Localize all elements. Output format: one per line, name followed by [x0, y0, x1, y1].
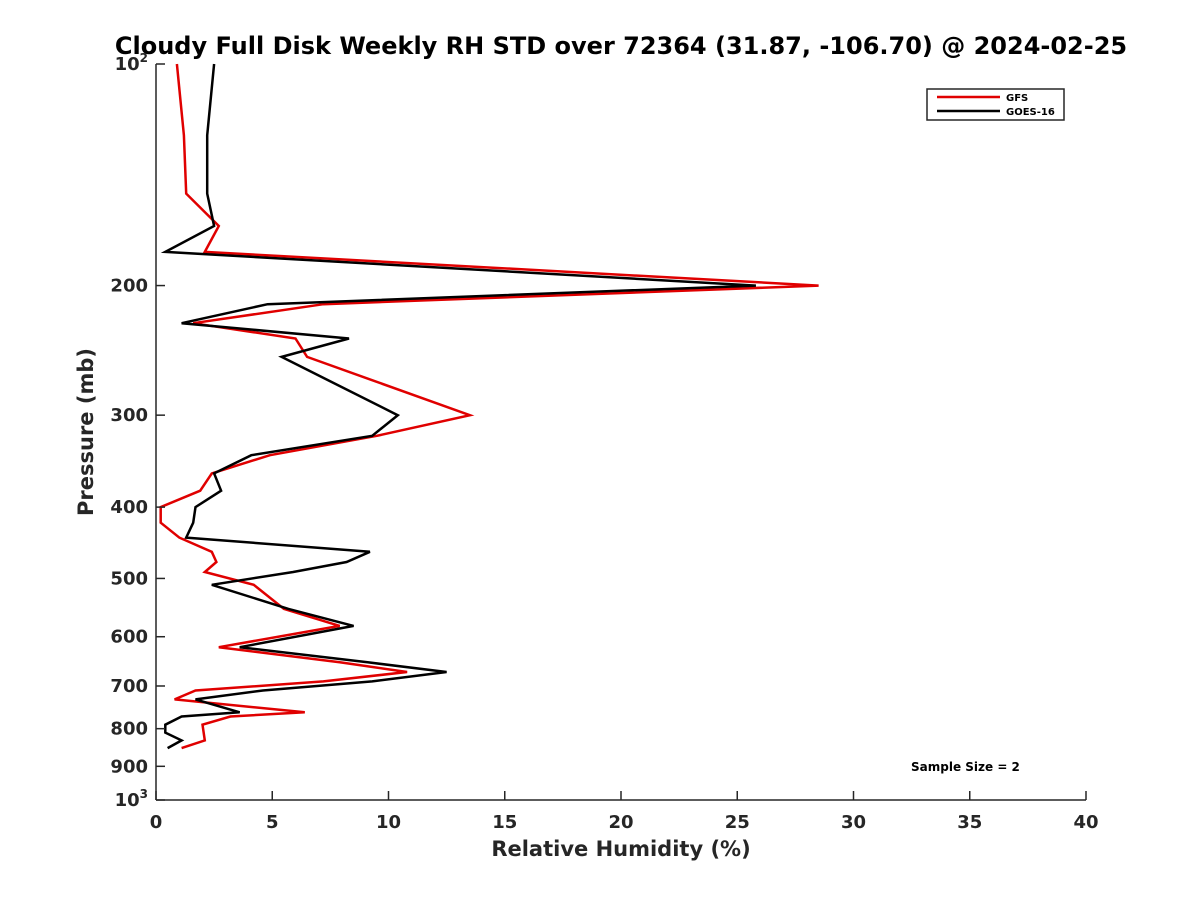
- x-tick-label: 30: [841, 812, 866, 833]
- y-axis-label: Pressure (mb): [74, 348, 98, 516]
- x-tick-label: 25: [725, 812, 750, 833]
- series-layer: [159, 63, 819, 750]
- x-tick-label: 40: [1073, 812, 1098, 833]
- x-tick-label: 10: [376, 812, 401, 833]
- y-tick-label: 102: [115, 51, 148, 75]
- legend-label-gfs: GFS: [1006, 93, 1028, 104]
- x-tick-label: 20: [608, 812, 633, 833]
- x-tick-label: 5: [266, 812, 279, 833]
- plot-area: 0 5 10 15 20 25 30 35 40 102 200 300 400 500 600 700 80…: [110, 51, 1098, 833]
- series-line-goes16: [160, 63, 756, 750]
- y-tick-label: 300: [110, 405, 148, 426]
- y-tick-label: 400: [110, 497, 148, 518]
- x-tick-label: 35: [957, 812, 982, 833]
- series-line-gfs: [159, 63, 819, 750]
- y-tick-label: 500: [110, 568, 148, 589]
- y-tick-label: 200: [110, 276, 148, 297]
- x-tick-label: 15: [492, 812, 517, 833]
- legend: GFS GOES-16: [926, 88, 1065, 121]
- y-tick-label: 900: [110, 756, 148, 777]
- legend-label-goes16: GOES-16: [1006, 107, 1055, 118]
- x-tick-label: 0: [150, 812, 163, 833]
- y-axis-ticks: 102 200 300 400 500 600 700 800 900 103: [110, 51, 165, 811]
- chart-title: Cloudy Full Disk Weekly RH STD over 7236…: [115, 32, 1127, 60]
- y-tick-label: 800: [110, 719, 148, 740]
- x-axis-label: Relative Humidity (%): [491, 837, 750, 861]
- sample-size-annotation: Sample Size = 2: [911, 760, 1020, 774]
- legend-box: [926, 88, 1065, 121]
- y-tick-label: 600: [110, 627, 148, 648]
- x-axis-ticks: 0 5 10 15 20 25 30 35 40: [150, 791, 1099, 833]
- y-tick-label: 103: [115, 787, 148, 811]
- y-tick-label: 700: [110, 676, 148, 697]
